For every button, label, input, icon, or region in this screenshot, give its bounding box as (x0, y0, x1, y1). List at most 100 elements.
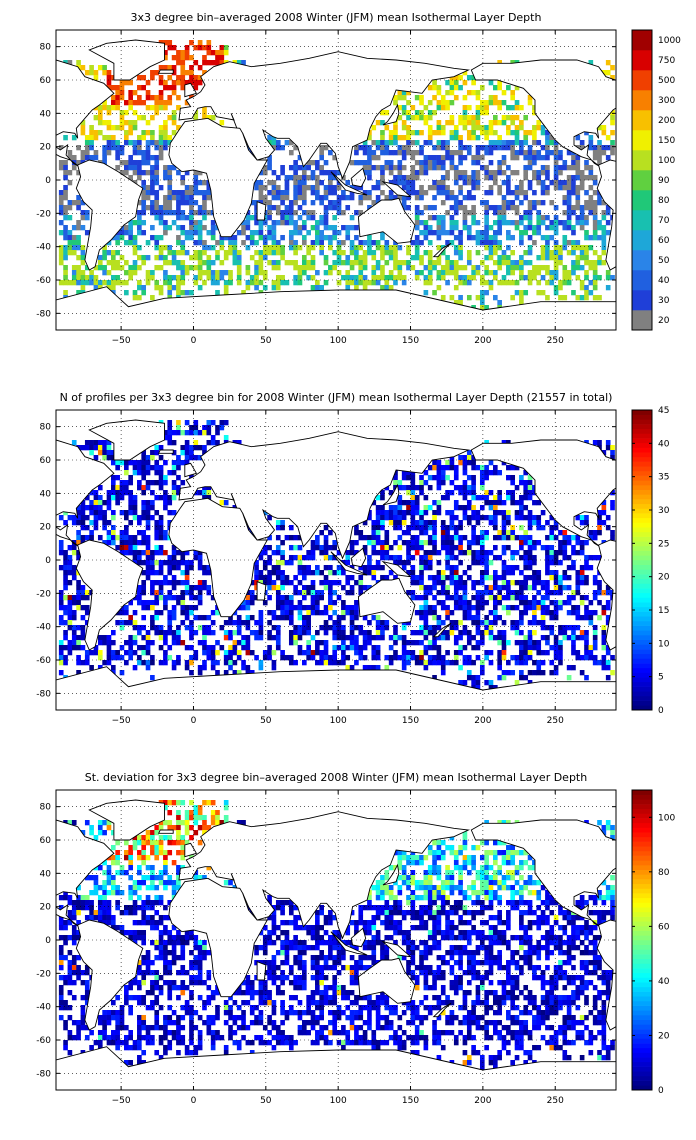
x-tick-label: 100 (330, 336, 347, 346)
data-cell (545, 165, 550, 171)
data-cell (67, 640, 73, 646)
data-cell (119, 150, 125, 156)
data-cell (419, 515, 424, 521)
data-cell (419, 615, 424, 621)
data-cell (124, 130, 129, 136)
data-cell (584, 610, 589, 616)
data-cell (215, 430, 220, 436)
data-cell (519, 535, 524, 541)
data-cell (497, 655, 502, 661)
data-cell (167, 810, 173, 816)
data-cell (137, 85, 142, 91)
colorbar-segment (632, 230, 652, 251)
data-cell (197, 235, 203, 241)
data-cell (80, 510, 86, 516)
data-cell (375, 155, 381, 161)
data-cell (584, 270, 589, 276)
data-cell (128, 490, 133, 496)
data-cell (128, 90, 133, 96)
data-cell (384, 555, 390, 561)
data-cell (102, 65, 107, 71)
data-cell (80, 535, 86, 541)
data-cell (553, 600, 559, 606)
data-cell (519, 570, 524, 576)
data-cell (76, 255, 81, 261)
data-cell (180, 200, 186, 206)
data-cell (150, 840, 155, 846)
data-cell (176, 465, 181, 471)
data-cell (436, 510, 442, 516)
data-cell (323, 535, 329, 541)
data-cell (436, 560, 442, 566)
data-cell (171, 660, 177, 666)
data-cell (71, 520, 77, 526)
data-cell (236, 270, 242, 276)
data-cell (206, 490, 212, 496)
data-cell (453, 635, 459, 641)
data-cell (453, 545, 459, 551)
data-cell (532, 630, 537, 636)
data-cell (345, 550, 351, 556)
data-cell (189, 215, 194, 221)
data-cell (579, 145, 585, 151)
data-cell (432, 110, 437, 116)
data-cell (401, 135, 407, 141)
data-cell (102, 155, 107, 161)
data-cell (466, 455, 472, 461)
data-cell (545, 520, 550, 526)
data-cell (336, 250, 342, 256)
data-cell (293, 185, 298, 191)
data-cell (275, 645, 281, 651)
data-cell (523, 115, 529, 121)
data-cell (466, 235, 472, 241)
data-cell (380, 150, 385, 156)
data-cell (571, 290, 576, 296)
data-cell (63, 565, 68, 571)
data-cell (249, 235, 255, 241)
data-cell (388, 510, 394, 516)
data-cell (280, 145, 285, 151)
data-cell (163, 495, 168, 501)
data-cell (401, 275, 407, 281)
data-cell (501, 550, 507, 556)
data-cell (380, 540, 385, 546)
data-cell (76, 290, 81, 296)
data-cell (510, 170, 516, 176)
data-cell (93, 455, 99, 461)
data-cell (397, 520, 403, 526)
data-cell (527, 525, 533, 531)
data-cell (284, 205, 290, 211)
data-cell (150, 115, 155, 121)
data-cell (241, 665, 246, 671)
data-cell (453, 530, 459, 536)
data-cell (427, 155, 433, 161)
data-cell (401, 90, 407, 96)
data-cell (571, 565, 576, 571)
data-cell (97, 445, 103, 451)
data-cell (137, 95, 142, 101)
data-cell (423, 205, 429, 211)
data-cell (275, 185, 281, 191)
data-cell (241, 605, 246, 611)
data-cell (584, 220, 589, 226)
data-cell (210, 60, 216, 66)
data-cell (471, 275, 476, 281)
data-cell (76, 160, 81, 166)
data-cell (58, 605, 64, 611)
data-cell (397, 265, 403, 271)
data-cell (180, 240, 186, 246)
data-cell (158, 550, 164, 556)
data-cell (106, 530, 112, 536)
data-cell (436, 85, 442, 91)
data-cell (479, 665, 485, 671)
data-cell (189, 210, 194, 216)
data-cell (566, 535, 572, 541)
data-cell (523, 155, 529, 161)
data-cell (349, 635, 355, 641)
data-cell (462, 655, 468, 661)
data-cell (150, 560, 155, 566)
data-cell (102, 135, 107, 141)
data-cell (436, 500, 442, 506)
data-cell (193, 815, 199, 821)
data-cell (167, 620, 173, 626)
